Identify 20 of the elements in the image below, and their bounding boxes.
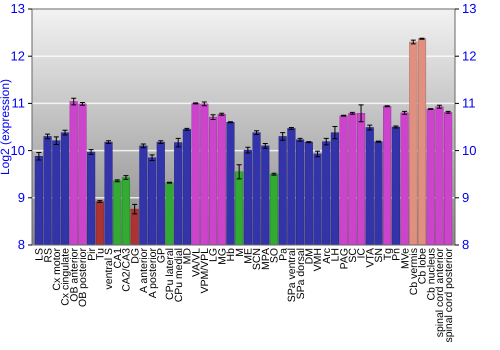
x-tick-label: Tg [382, 248, 394, 260]
x-tick-label: RS [42, 248, 54, 263]
y2-tick-label: 8 [462, 237, 470, 252]
y-axis-title: Log2 (expression) [0, 78, 12, 176]
x-tick-label: spinal cord posterior [442, 247, 455, 343]
y-tick-label: 11 [12, 96, 25, 111]
x-tick-label: OB posterior [77, 248, 90, 307]
y-tick-label: 13 [10, 1, 25, 16]
y2-tick-label: 11 [462, 96, 476, 111]
y-tick-label: 10 [10, 142, 25, 158]
y2-tick-label: 12 [462, 48, 476, 64]
x-tick-label: DG [129, 248, 142, 264]
x-tick-label: A posterior [146, 248, 159, 298]
x-tick-label: Arc [320, 248, 333, 264]
y-tick-label: 12 [10, 48, 25, 64]
y2-tick-label: 10 [462, 142, 476, 158]
y2-tick-label: 13 [462, 1, 476, 16]
y2-tick-label: 9 [462, 190, 470, 205]
y-tick-label: 9 [18, 190, 25, 205]
y-tick-label: 8 [18, 237, 25, 252]
